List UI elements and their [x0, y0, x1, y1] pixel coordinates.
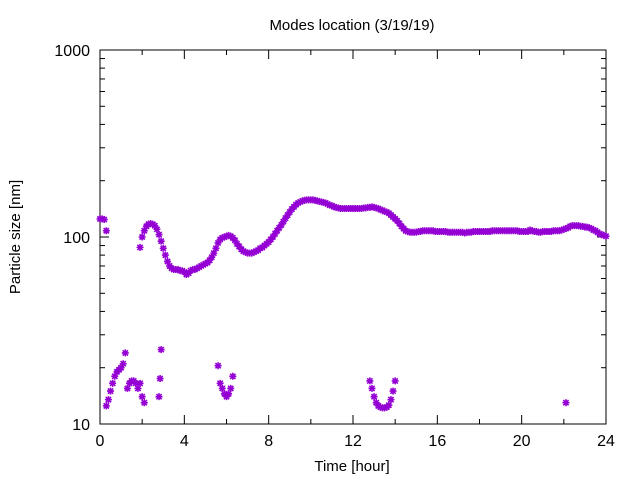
- x-tick-label: 0: [96, 433, 105, 450]
- data-point: [282, 214, 290, 222]
- data-point: [151, 222, 159, 230]
- data-point: [385, 401, 393, 409]
- data-point: [104, 396, 112, 404]
- data-point: [132, 379, 140, 387]
- data-point: [136, 379, 144, 387]
- data-point: [250, 248, 258, 256]
- plot-frame: [99, 49, 607, 425]
- y-tick-label: 100: [63, 230, 90, 247]
- x-tick-label: 24: [597, 433, 615, 450]
- data-point: [231, 236, 239, 244]
- data-point: [134, 384, 142, 392]
- data-point: [214, 362, 222, 370]
- data-point: [157, 237, 165, 245]
- x-tick-label: 4: [180, 433, 189, 450]
- data-point: [102, 402, 110, 410]
- data-point: [117, 364, 125, 372]
- data-point: [225, 390, 233, 398]
- data-point: [138, 233, 146, 241]
- data-point: [214, 239, 222, 247]
- data-point: [269, 233, 277, 241]
- data-point: [102, 227, 110, 235]
- data-point: [372, 399, 380, 407]
- data-point: [161, 251, 169, 259]
- data-point: [602, 232, 610, 240]
- data-point: [229, 372, 237, 380]
- data-point: [391, 377, 399, 385]
- data-point: [210, 249, 218, 257]
- x-tick-label: 20: [513, 433, 531, 450]
- data-point: [256, 244, 264, 252]
- data-point: [387, 396, 395, 404]
- data-point: [111, 372, 119, 380]
- y-tick-label: 1000: [54, 43, 90, 60]
- data-point: [277, 221, 285, 229]
- data-point: [208, 253, 216, 261]
- data-point: [138, 393, 146, 401]
- data-point: [366, 377, 374, 385]
- data-point: [119, 360, 127, 368]
- x-tick-label: 8: [264, 433, 273, 450]
- data-point: [239, 247, 247, 255]
- data-point: [279, 218, 287, 226]
- data-points: [96, 196, 610, 412]
- data-point: [227, 384, 235, 392]
- data-point: [140, 399, 148, 407]
- x-tick-label: 12: [344, 433, 362, 450]
- axis-ticks: [99, 49, 607, 425]
- data-point: [123, 384, 131, 392]
- data-point: [389, 387, 397, 395]
- x-tick-label: 16: [428, 433, 446, 450]
- axis-tick-labels: 0 4 8 12 16 20 24 10 100 1000: [54, 43, 615, 450]
- data-point: [370, 393, 378, 401]
- data-point: [109, 379, 117, 387]
- data-point: [216, 379, 224, 387]
- data-point: [368, 384, 376, 392]
- data-point: [252, 247, 260, 255]
- data-point: [218, 234, 226, 242]
- data-point: [100, 216, 108, 224]
- data-point: [156, 375, 164, 383]
- data-point: [206, 256, 214, 264]
- y-axis-label: Particle size [nm]: [7, 180, 24, 294]
- data-point: [136, 243, 144, 251]
- data-point: [121, 349, 129, 357]
- chart-title: Modes location (3/19/19): [269, 17, 434, 34]
- data-point: [153, 225, 161, 233]
- data-point: [223, 232, 230, 240]
- data-point: [157, 346, 165, 354]
- data-point: [562, 399, 570, 407]
- data-point: [163, 257, 171, 265]
- data-point: [212, 244, 220, 252]
- y-tick-label: 10: [72, 417, 90, 434]
- data-point: [220, 233, 228, 241]
- data-point: [218, 384, 226, 392]
- data-point: [155, 231, 163, 239]
- data-point: [155, 393, 163, 401]
- data-point: [140, 227, 148, 235]
- data-point: [159, 244, 167, 252]
- data-point: [107, 387, 115, 395]
- x-axis-label: Time [hour]: [314, 458, 389, 475]
